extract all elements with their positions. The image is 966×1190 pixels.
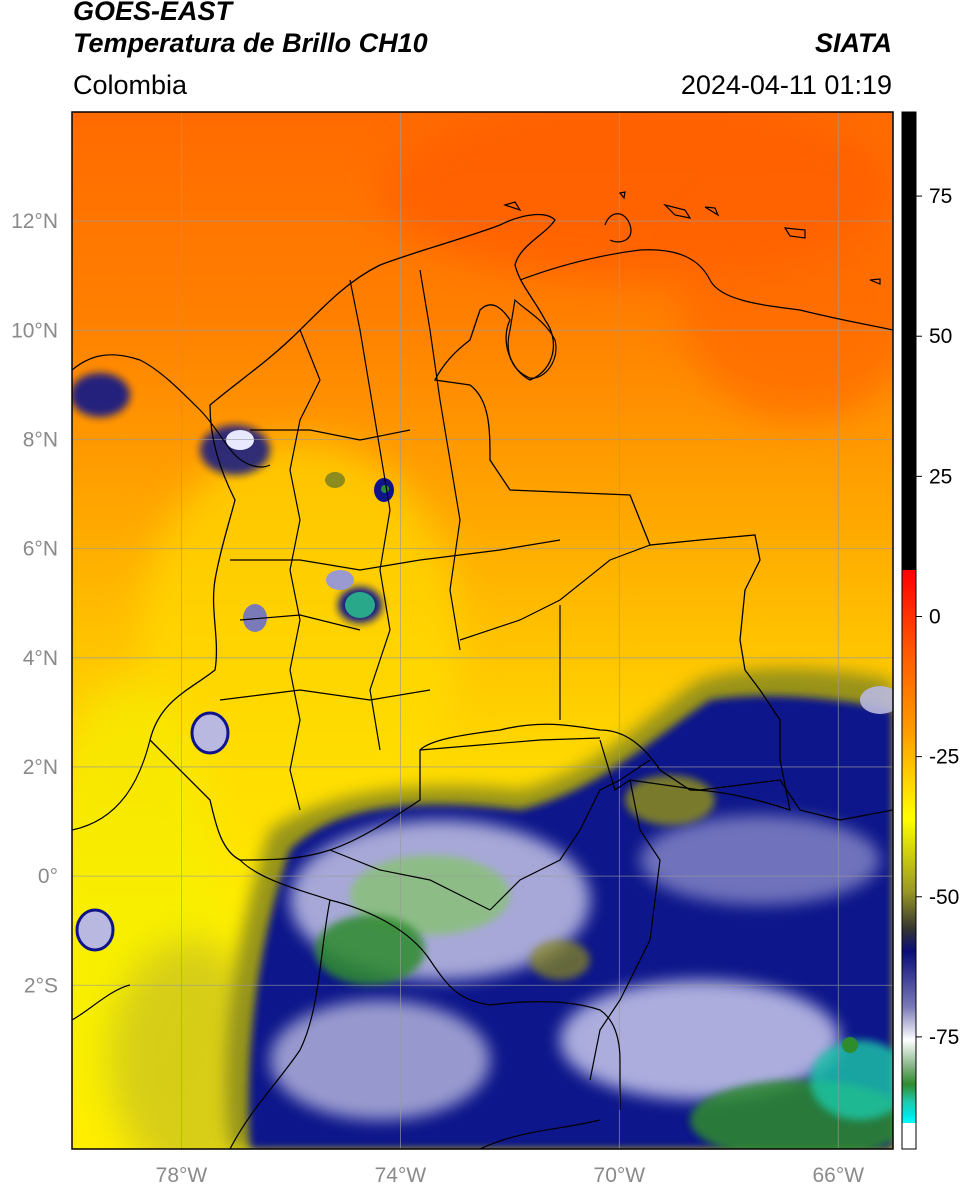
colorbar-black-segment: [902, 112, 916, 570]
region-label: Colombia: [73, 70, 188, 100]
lon-tick-label: 78°W: [156, 1164, 208, 1187]
lat-tick-label: 10°N: [11, 319, 58, 342]
colorbar-tick-label: 25: [929, 465, 952, 488]
colorbar-tick-labels: 75 50 25 0 -25 -50 -75: [916, 185, 959, 1049]
lat-tick-label: 6°N: [23, 538, 58, 561]
organization-label: SIATA: [815, 28, 892, 58]
colorbar-tick-label: -25: [929, 746, 959, 769]
lon-tick-label: 66°W: [812, 1164, 864, 1187]
colorbar-tick-label: 0: [929, 605, 941, 628]
lat-tick-label: 0°: [38, 865, 58, 888]
colorbar-tick-label: -75: [929, 1026, 959, 1049]
longitude-tick-labels: 78°W 74°W 70°W 66°W: [156, 1164, 865, 1187]
map-frame: [71, 111, 894, 1150]
colorbar-tick-label: 75: [929, 185, 952, 208]
lat-tick-label: 8°N: [23, 428, 58, 451]
colorbar: 75 50 25 0 -25 -50 -75: [901, 111, 959, 1150]
lat-tick-label: 2°N: [23, 756, 58, 779]
colorbar-gradient: [902, 570, 916, 1123]
lon-tick-label: 70°W: [594, 1164, 646, 1187]
colorbar-tick-label: -50: [929, 886, 959, 909]
brightness-temperature-field: [72, 112, 893, 1149]
map-gridlines: [72, 112, 893, 1149]
country-borders: [72, 191, 893, 1149]
colorbar-white-segment: [902, 1123, 916, 1149]
colorbar-tick-label: 50: [929, 325, 952, 348]
lat-tick-label: 12°N: [11, 210, 58, 233]
lon-tick-label: 74°W: [375, 1164, 427, 1187]
timestamp-label: 2024-04-11 01:19: [680, 70, 892, 100]
latitude-tick-labels: 12°N 10°N 8°N 6°N 4°N 2°N 0° 2°S: [11, 210, 58, 997]
colorbar-frame: [901, 111, 917, 1150]
lat-tick-label: 4°N: [23, 647, 58, 670]
satellite-title: GOES-EAST: [73, 0, 233, 26]
product-title: Temperatura de Brillo CH10: [73, 28, 428, 58]
lat-tick-label: 2°S: [24, 974, 58, 997]
